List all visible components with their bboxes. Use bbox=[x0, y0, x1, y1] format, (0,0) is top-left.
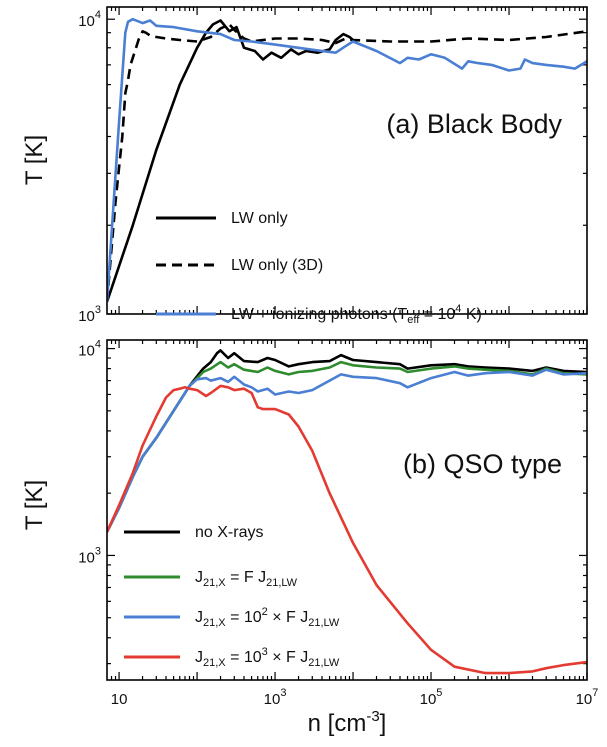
series-line-0 bbox=[107, 19, 354, 303]
panel-b-frame bbox=[106, 339, 588, 681]
series-line-0 bbox=[107, 349, 587, 533]
legend-a-label-0: LW only bbox=[231, 210, 288, 227]
y-tick-label: 104 bbox=[78, 339, 101, 360]
panel-a: T [K] (a) Black Body 103 104 LW only LW o… bbox=[21, 6, 588, 326]
x-tick-label: 10 bbox=[111, 691, 128, 708]
legend-b-label-2: J21,X = 102 × F J21,LW bbox=[195, 606, 340, 629]
x-tick-label: 107 bbox=[576, 687, 599, 708]
legend-b-label-1: J21,X = F J21,LW bbox=[195, 569, 298, 589]
series-line-3 bbox=[107, 384, 587, 675]
y-tick-label: 103 bbox=[78, 304, 101, 325]
legend-b-label-3: J21,X = 103 × F J21,LW bbox=[195, 646, 340, 669]
panel-b-ticks bbox=[107, 340, 588, 680]
x-tick-label: 105 bbox=[420, 687, 443, 708]
x-tick-label: 103 bbox=[264, 687, 287, 708]
panel-a-ticks bbox=[107, 7, 588, 315]
panel-a-title: (a) Black Body bbox=[386, 109, 562, 139]
y-tick-label: 103 bbox=[78, 545, 101, 566]
legend-b-label-0: no X-rays bbox=[195, 524, 263, 541]
panel-b-xtick-labels: 10 103 105 107 bbox=[111, 687, 599, 708]
panel-b-series bbox=[107, 349, 587, 675]
panel-a-series bbox=[107, 17, 587, 303]
panel-b-ylabel: T [K] bbox=[21, 480, 48, 530]
panel-b: T [K] (b) QSO type 103 104 10 103 105 107 n … bbox=[21, 339, 598, 737]
panel-b-ytick-labels: 103 104 bbox=[78, 339, 101, 567]
series-line-2 bbox=[107, 368, 587, 533]
panel-a-legend: LW only LW only (3D) LW + ionizing photo… bbox=[156, 210, 482, 326]
panel-b-xlabel: n [cm-3] bbox=[308, 708, 387, 737]
panel-b-legend: no X-rays J21,X = F J21,LW J21,X = 102 ×… bbox=[124, 524, 340, 669]
panel-a-ytick-labels: 103 104 bbox=[78, 9, 101, 325]
series-line-1 bbox=[107, 23, 587, 302]
legend-a-label-2: LW + ionizing photons (Teff = 104 K) bbox=[231, 303, 482, 326]
legend-a-label-1: LW only (3D) bbox=[231, 257, 323, 274]
series-line-2 bbox=[107, 17, 587, 302]
panel-b-title: (b) QSO type bbox=[403, 449, 562, 479]
y-tick-label: 104 bbox=[78, 9, 101, 30]
panel-a-ylabel: T [K] bbox=[21, 135, 48, 185]
panel-a-frame bbox=[106, 6, 588, 315]
